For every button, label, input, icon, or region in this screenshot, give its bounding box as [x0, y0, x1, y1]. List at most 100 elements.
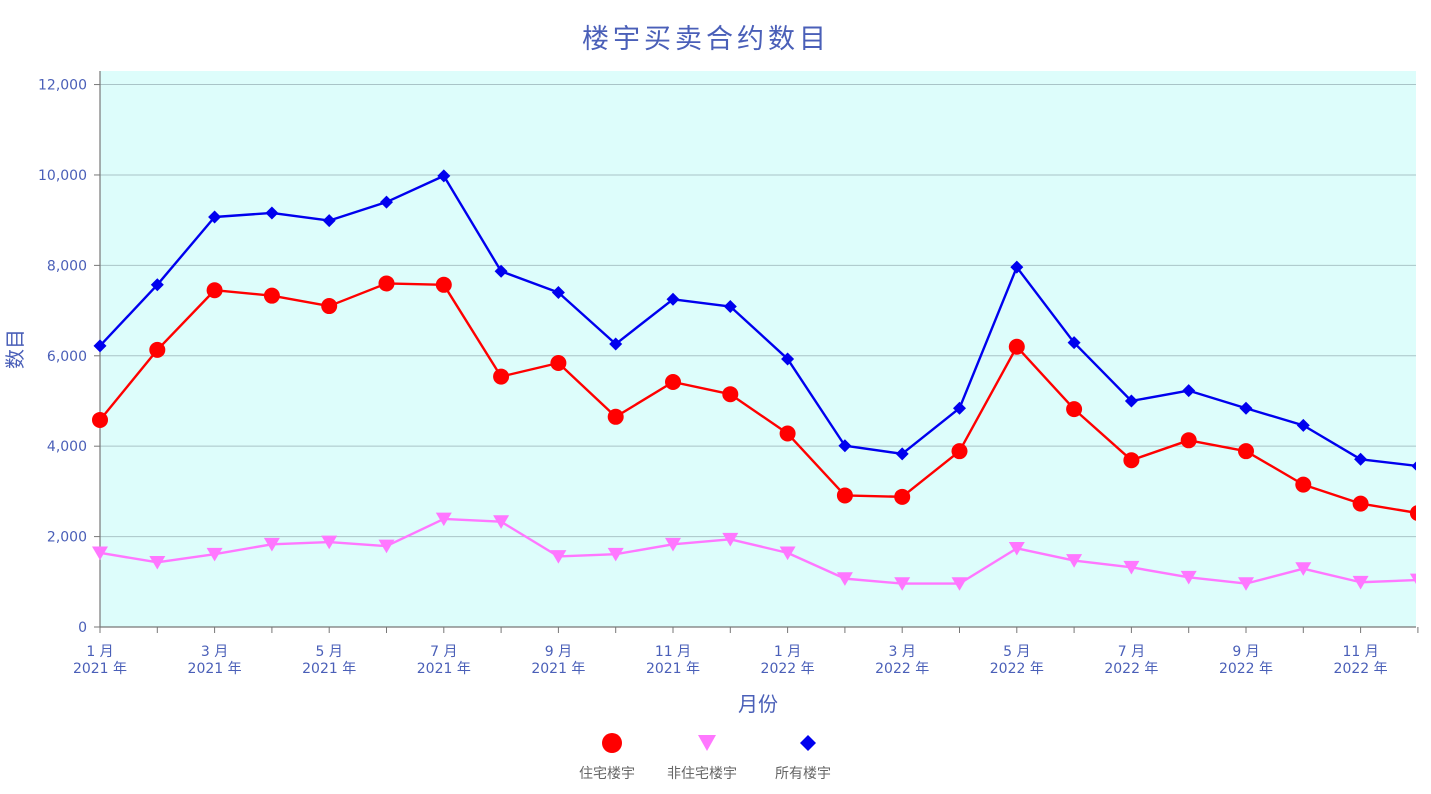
data-point	[894, 577, 911, 591]
data-point	[493, 515, 510, 529]
y-tick-label: 10,000	[38, 168, 87, 184]
data-point	[951, 577, 968, 591]
data-point	[609, 337, 623, 351]
data-point	[1238, 443, 1254, 460]
data-point	[321, 535, 338, 550]
data-point	[1182, 384, 1196, 398]
data-point	[93, 339, 107, 353]
data-point	[1123, 452, 1140, 469]
data-point	[951, 443, 968, 460]
data-point	[1066, 401, 1083, 418]
x-tick-label-month: 5 月	[1003, 644, 1030, 660]
data-point	[1296, 418, 1310, 432]
y-tick-label: 6,000	[47, 349, 87, 365]
data-point	[836, 572, 853, 586]
data-point	[206, 282, 223, 299]
data-point	[380, 195, 393, 209]
data-point	[1067, 336, 1081, 350]
series-line	[99, 517, 1416, 585]
data-point	[838, 439, 852, 453]
x-tick-label-month: 1 月	[774, 644, 801, 660]
data-point	[435, 512, 452, 527]
x-tick-label-year: 2021 年	[73, 661, 127, 677]
data-point	[378, 539, 395, 554]
x-axis-title: 月份	[738, 692, 778, 716]
data-point	[722, 386, 739, 403]
y-tick-label: 2,000	[47, 530, 87, 546]
legend-marker	[602, 733, 622, 753]
x-tick-label-month: 5 月	[316, 644, 343, 660]
data-point	[208, 210, 222, 224]
data-point	[665, 537, 681, 552]
data-point	[493, 368, 510, 385]
x-tick-label-year: 2021 年	[302, 661, 356, 677]
x-tick-label-month: 1 月	[86, 644, 113, 660]
data-point	[437, 169, 451, 183]
data-point	[263, 287, 280, 304]
x-tick-label-month: 3 月	[201, 644, 228, 660]
data-point	[1008, 338, 1025, 355]
x-tick-label-month: 11 月	[1342, 644, 1378, 660]
x-tick-label-year: 2022 年	[875, 661, 929, 677]
legend: 住宅楼宇 非住宅楼宇 所有楼宇	[579, 733, 831, 782]
data-point	[665, 373, 681, 390]
legend-label: 住宅楼宇	[579, 766, 635, 782]
x-tick-label-year: 2022 年	[761, 661, 815, 677]
data-point	[779, 546, 796, 561]
series-layer	[92, 169, 1416, 591]
x-tick-label-year: 2021 年	[646, 661, 700, 677]
series-2	[93, 169, 1416, 471]
data-point	[1295, 476, 1312, 493]
data-point	[1066, 554, 1083, 568]
data-point	[150, 278, 164, 292]
data-point	[1238, 577, 1254, 591]
data-point	[1180, 570, 1197, 585]
data-point	[322, 214, 336, 228]
data-point	[895, 447, 909, 461]
data-point	[265, 206, 279, 220]
x-tick-label-year: 2021 年	[188, 661, 242, 677]
plot-area	[100, 71, 1416, 627]
data-point	[781, 352, 795, 366]
data-point	[1008, 541, 1025, 556]
data-point	[206, 547, 223, 562]
data-point	[722, 532, 739, 547]
data-point	[836, 487, 853, 504]
data-point	[779, 425, 796, 442]
data-point	[1354, 452, 1368, 466]
x-tick-label-year: 2022 年	[1334, 661, 1388, 677]
x-tick-label-month: 9 月	[545, 644, 572, 660]
series-1	[92, 512, 1416, 591]
data-point	[149, 341, 166, 358]
data-point	[149, 555, 166, 570]
data-point	[321, 298, 338, 315]
y-tick-label: 12,000	[38, 78, 87, 94]
legend-item-1[interactable]: 非住宅楼宇	[667, 735, 737, 782]
data-point	[607, 547, 624, 562]
data-point	[435, 276, 452, 293]
data-point	[378, 275, 395, 292]
series-line	[99, 174, 1416, 468]
legend-label: 非住宅楼宇	[667, 766, 737, 782]
legend-item-2[interactable]: 所有楼宇	[775, 735, 831, 782]
legend-label: 所有楼宇	[775, 766, 831, 782]
legend-item-0[interactable]: 住宅楼宇	[579, 733, 635, 782]
data-point	[1411, 461, 1416, 471]
x-tick-label-month: 7 月	[1118, 644, 1145, 660]
data-point	[666, 292, 680, 306]
data-point	[1409, 573, 1416, 584]
data-point	[723, 300, 737, 314]
x-tick-label-year: 2022 年	[990, 661, 1044, 677]
data-point	[494, 264, 508, 278]
x-tick-label-year: 2022 年	[1219, 661, 1273, 677]
data-point	[607, 408, 624, 425]
y-axis-title: 数目	[3, 329, 27, 369]
x-tick-label-month: 3 月	[889, 644, 916, 660]
data-point	[551, 285, 565, 299]
series-line	[99, 282, 1416, 514]
x-tick-label-year: 2022 年	[1104, 661, 1158, 677]
data-point	[1409, 505, 1416, 521]
data-point	[550, 355, 567, 372]
